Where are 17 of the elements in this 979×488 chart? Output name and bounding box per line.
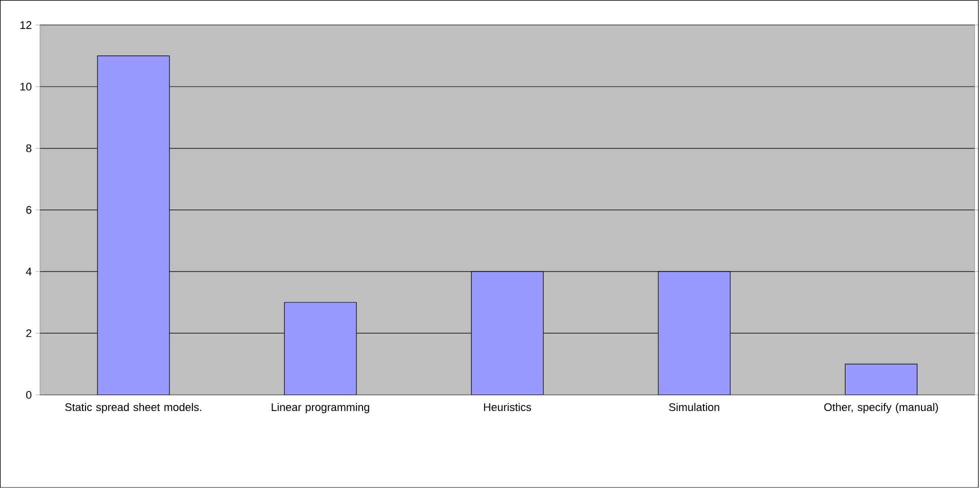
x-tick-label: Linear programming: [272, 403, 370, 414]
x-tick-label: Static spread sheet models.: [65, 403, 202, 414]
y-tick-label: 12: [20, 21, 32, 29]
x-tick-label: Simulation: [669, 403, 720, 412]
y-tick-label: 4: [26, 268, 32, 276]
x-tick-label: Other, specify (manual): [824, 403, 938, 414]
y-tick-label: 6: [26, 206, 32, 214]
y-tick-label: 2: [26, 329, 32, 338]
bar: [471, 271, 544, 395]
bar: [284, 302, 357, 395]
bar: [97, 56, 170, 395]
x-tick-label: Heuristics: [484, 403, 532, 412]
y-tick-label: 8: [26, 144, 32, 152]
y-tick-label: 10: [20, 82, 32, 91]
y-tick-label: 0: [26, 391, 32, 399]
bar: [844, 364, 918, 395]
bar: [658, 271, 731, 395]
